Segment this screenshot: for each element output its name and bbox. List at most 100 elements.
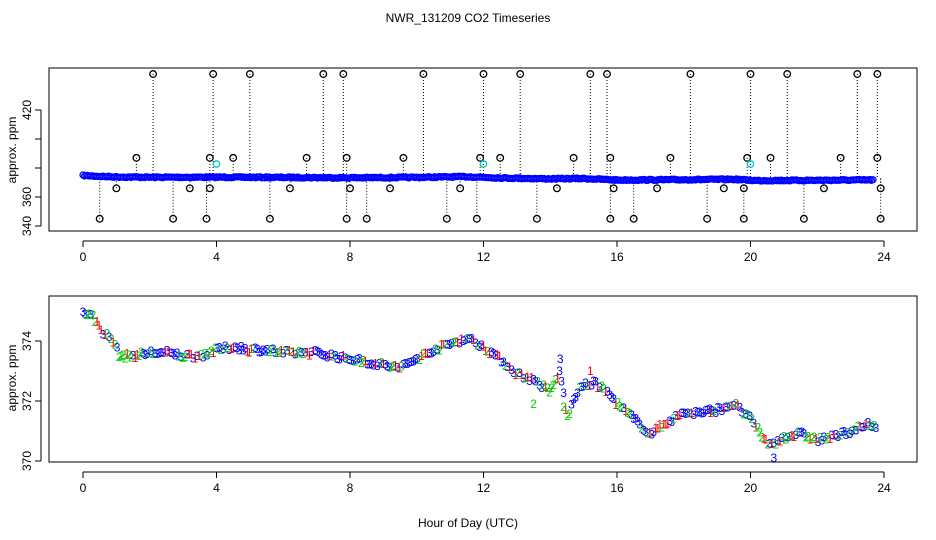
bottom-data-marker: 1 [494, 348, 501, 362]
bottom-data-marker: 3 [682, 407, 689, 421]
bottom-data-marker: 3 [702, 404, 709, 418]
top-outlier-point [202, 214, 211, 223]
bottom-data-marker: 2 [288, 345, 295, 359]
bottom-data-marker: 3 [865, 416, 872, 430]
top-outlier-point [265, 214, 274, 223]
bottom-data-marker: 3 [767, 436, 774, 450]
bottom-data-marker: 3 [460, 334, 467, 348]
bottom-data-marker: 2 [150, 347, 157, 361]
bottom-data-marker: 3 [262, 345, 269, 359]
bottom-data-marker: 3 [815, 435, 822, 449]
bottom-outlier-marker: 3 [771, 451, 778, 465]
bottom-data-marker: 3 [750, 416, 757, 430]
bottom-data-marker: 3 [394, 360, 401, 374]
chart-title: NWR_131209 CO2 Timeseries [386, 11, 551, 25]
bottom-data-marker: 3 [498, 356, 505, 370]
bottom-data-marker: 2 [180, 351, 187, 365]
bottom-data-marker: 1 [674, 409, 681, 423]
bottom-data-marker: 3 [500, 355, 507, 369]
bottom-data-marker: 3 [258, 345, 265, 359]
bottom-data-marker: 3 [568, 398, 575, 412]
bottom-data-marker: 2 [546, 385, 553, 399]
bottom-data-marker: 1 [622, 404, 629, 418]
bottom-data-marker: 3 [158, 345, 165, 359]
bottom-data-marker: 3 [184, 348, 191, 362]
bottom-data-marker: 1 [480, 340, 487, 354]
top-outlier-point [609, 184, 618, 193]
bottom-data-marker: 3 [238, 340, 245, 354]
bottom-data-marker: 3 [819, 433, 826, 447]
bottom-data-marker: 3 [722, 400, 729, 414]
bottom-data-marker: 3 [708, 403, 715, 417]
x-axis-label: Hour of Day (UTC) [418, 516, 518, 530]
bottom-data-marker: 3 [508, 363, 515, 377]
top-outlier-point [386, 184, 394, 193]
bottom-data-marker: 3 [410, 354, 417, 368]
bottom-data-marker: 3 [478, 338, 485, 352]
bottom-data-marker: 3 [799, 425, 806, 439]
top-outlier-point [743, 153, 752, 162]
bottom-data-marker: 3 [386, 360, 393, 374]
bottom-data-marker: 1 [664, 417, 671, 431]
bottom-data-marker: 3 [164, 344, 171, 358]
bottom-data-marker: 3 [718, 404, 725, 418]
bottom-data-marker: 3 [510, 366, 517, 380]
bottom-data-marker: 2 [344, 352, 351, 366]
bottom-data-marker: 3 [130, 349, 137, 363]
top-outlier-point [853, 70, 862, 78]
bottom-data-marker: 2 [420, 346, 427, 360]
bottom-data-marker: 3 [839, 425, 846, 439]
bottom-data-marker: 3 [242, 341, 249, 355]
bottom-data-marker: 3 [666, 414, 673, 428]
bottom-data-marker: 3 [560, 386, 567, 400]
bottom-data-marker: 2 [805, 429, 812, 443]
bottom-data-marker: 1 [688, 406, 695, 420]
bottom-outlier-marker: 1 [587, 364, 594, 378]
bottom-data-marker: 2 [754, 420, 761, 434]
top-outlier-point [873, 70, 882, 78]
bottom-data-marker: 3 [100, 327, 107, 341]
top-data-point [869, 176, 877, 184]
bottom-data-marker: 2 [726, 399, 733, 413]
bottom-outlier-marker: 1 [707, 406, 714, 420]
top-outlier-point [205, 184, 214, 193]
bottom-data-marker: 1 [652, 421, 659, 435]
bottom-data-marker: 3 [801, 427, 808, 441]
bottom-data-marker: 2 [176, 350, 183, 364]
bottom-data-marker: 2 [710, 404, 717, 418]
bottom-data-marker: 1 [304, 346, 311, 360]
bottom-data-marker: 2 [274, 345, 281, 359]
bottom-data-marker: 3 [144, 347, 151, 361]
bottom-data-marker: 3 [328, 347, 335, 361]
top-outlier-point [799, 214, 808, 223]
top-outlier-point [399, 153, 408, 162]
bottom-outlier-marker: 2 [530, 397, 537, 411]
bottom-data-marker: 1 [586, 378, 593, 392]
bottom-data-marker: 3 [302, 346, 309, 360]
top-outlier-point [532, 214, 541, 223]
bottom-data-marker: 1 [96, 319, 103, 333]
bottom-data-marker: 2 [855, 419, 862, 433]
top-outlier-point [819, 184, 828, 193]
bottom-data-marker: 3 [492, 349, 499, 363]
bottom-data-marker: 3 [314, 345, 321, 359]
bottom-data-marker: 1 [662, 417, 669, 431]
top-outlier-point [653, 184, 661, 193]
bottom-data-marker: 3 [400, 357, 407, 371]
bottom-data-marker: 3 [476, 340, 483, 354]
bottom-data-marker: 3 [280, 346, 287, 360]
bottom-data-marker: 3 [620, 401, 627, 415]
bottom-data-marker: 2 [212, 341, 219, 355]
bottom-data-marker: 2 [474, 338, 481, 352]
bottom-data-marker: 2 [276, 346, 283, 360]
top-outlier-point [132, 153, 141, 162]
bottom-data-marker: 1 [380, 357, 387, 371]
bottom-data-marker: 3 [82, 307, 89, 321]
bottom-data-marker: 3 [849, 424, 856, 438]
top-outlier-point [719, 184, 728, 193]
bottom-outlier-marker: 3 [557, 352, 564, 366]
bottom-data-marker: 3 [582, 376, 589, 390]
bottom-data-marker: 2 [116, 350, 123, 364]
bottom-data-marker: 3 [430, 345, 437, 359]
bottom-data-marker: 2 [803, 431, 810, 445]
